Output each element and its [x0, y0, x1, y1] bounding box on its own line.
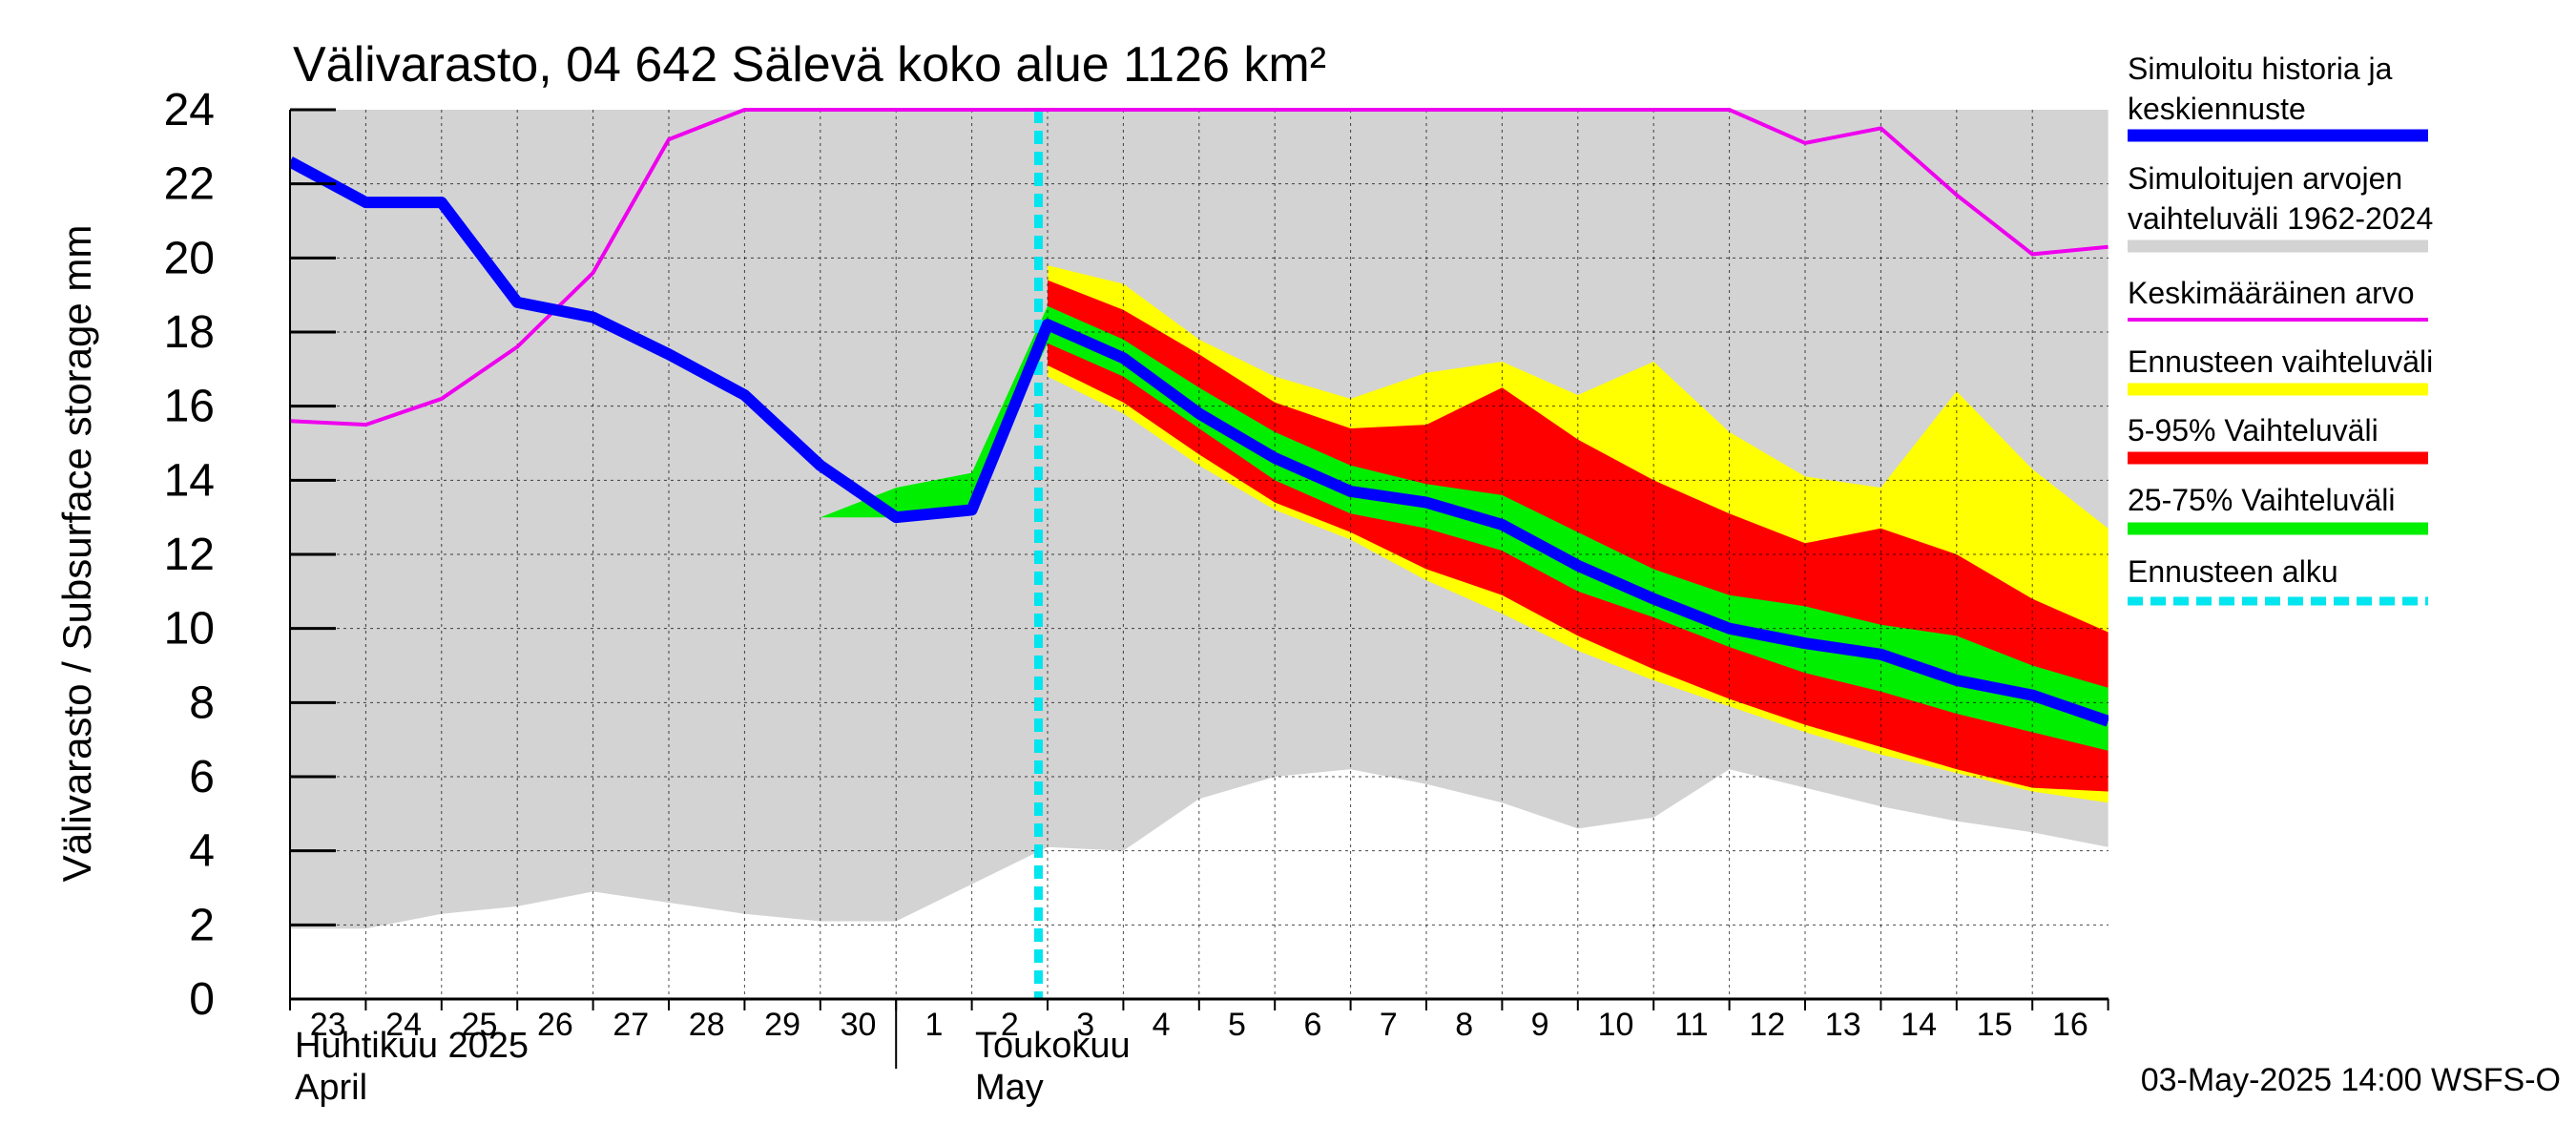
legend-label: Keskimääräinen arvo — [2128, 276, 2415, 310]
x-tick-label: 4 — [1153, 1007, 1171, 1043]
legend-label: keskiennuste — [2128, 92, 2306, 126]
legend: Simuloitu historia ja keskiennuste Simuloi… — [2128, 52, 2433, 606]
y-tick-label: 24 — [164, 85, 215, 135]
x-tick-label: 29 — [764, 1007, 800, 1043]
y-tick-label: 0 — [189, 974, 215, 1025]
x-tick-label: 3 — [1076, 1007, 1094, 1043]
y-tick-label: 4 — [189, 826, 215, 877]
x-tick-label: 5 — [1228, 1007, 1246, 1043]
series-lines — [290, 108, 2109, 727]
legend-label: Simuloitu historia ja — [2128, 52, 2393, 86]
legend-label: 5-95% Vaihteluväli — [2128, 413, 2379, 448]
x-axis: 23 24 25 26 27 28 29 30 1 2 3 4 5 6 7 8 9 10 11 12 13 14 15 16H… — [289, 999, 2109, 1108]
x-tick-label: 7 — [1380, 1007, 1398, 1043]
y-tick-label: 2 — [189, 900, 215, 950]
x-tick-label: 12 — [1749, 1007, 1785, 1043]
x-tick-label: 2 — [1001, 1007, 1019, 1043]
y-tick-label: 18 — [164, 307, 215, 358]
legend-label: Ennusteen alku — [2128, 554, 2338, 589]
series-average-line — [290, 108, 2109, 427]
x-tick-label: 15 — [1977, 1007, 2013, 1043]
x-tick-label: 23 — [310, 1007, 346, 1043]
legend-label: Simuloitujen arvojen — [2128, 161, 2402, 196]
chart-title: Välivarasto, 04 642 Sälevä koko alue 112… — [293, 37, 1326, 93]
y-axis-title: Välivarasto / Subsurface storage mm — [54, 225, 99, 883]
x-tick-label: 24 — [385, 1007, 422, 1043]
y-tick-label: 6 — [189, 752, 215, 802]
month-label: April — [295, 1068, 367, 1108]
x-tick-label: 13 — [1825, 1007, 1861, 1043]
y-tick-label: 20 — [164, 233, 215, 283]
x-tick-label: 16 — [2052, 1007, 2088, 1043]
y-tick-label: 8 — [189, 677, 215, 728]
grid-lines — [290, 110, 2109, 999]
x-tick-label: 11 — [1674, 1007, 1708, 1043]
x-tick-label: 9 — [1531, 1007, 1549, 1043]
x-tick-label: 14 — [1901, 1007, 1937, 1043]
y-tick-label: 12 — [164, 530, 215, 580]
x-tick-label: 27 — [613, 1007, 649, 1043]
y-tick-label: 22 — [164, 159, 215, 210]
x-tick-label: 6 — [1303, 1007, 1321, 1043]
x-tick-label: 30 — [841, 1007, 877, 1043]
y-tick-label: 14 — [164, 455, 215, 506]
x-tick-label: 10 — [1598, 1007, 1634, 1043]
footer-timestamp: 03-May-2025 14:00 WSFS-O — [2141, 1062, 2561, 1098]
legend-label: 25-75% Vaihteluväli — [2128, 483, 2395, 517]
y-tick-label: 10 — [164, 604, 215, 655]
x-tick-label: 26 — [537, 1007, 573, 1043]
month-label: May — [975, 1068, 1044, 1108]
x-tick-label: 1 — [924, 1007, 943, 1043]
legend-label: vaihteluväli 1962-2024 — [2128, 201, 2433, 236]
x-tick-label: 28 — [689, 1007, 725, 1043]
legend-label: Ennusteen vaihteluväli — [2128, 344, 2433, 379]
series-main-line — [290, 156, 2109, 727]
y-tick-label: 16 — [164, 382, 215, 432]
x-tick-label: 8 — [1455, 1007, 1473, 1043]
month-label: Huhtikuu 2025 — [295, 1026, 529, 1066]
x-tick-label: 25 — [462, 1007, 498, 1043]
month-label: Toukokuu — [975, 1026, 1131, 1066]
